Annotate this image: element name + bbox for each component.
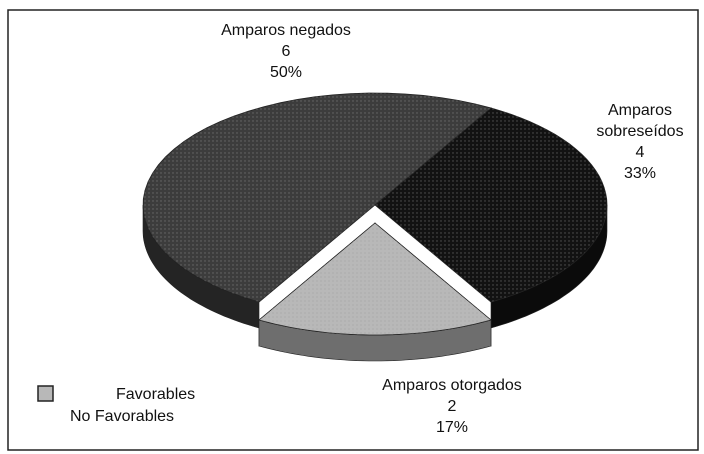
legend-entry: No Favorables [70,408,175,425]
slice-percent: 33% [623,165,657,182]
slice-name: Amparos otorgados [382,377,522,394]
label-sobreseidos: Amparos sobreseídos 4 33% [585,100,695,184]
slice-name: Amparos negados [221,22,351,39]
slice-value: 6 [281,43,291,60]
label-negados: Amparos negados 6 50% [196,20,376,83]
slice-name: Amparos sobreseídos [596,102,684,140]
slice-value: 4 [635,144,645,161]
slice-percent: 50% [269,64,303,81]
slice-texture [143,93,491,302]
label-otorgados: Amparos otorgados 2 17% [352,375,552,438]
legend-swatch [37,385,54,402]
frame [7,9,699,451]
slice-value: 2 [447,398,457,415]
slice-texture [259,223,491,335]
slice-percent: 17% [435,419,469,436]
legend-entry: Favorables [116,386,196,403]
